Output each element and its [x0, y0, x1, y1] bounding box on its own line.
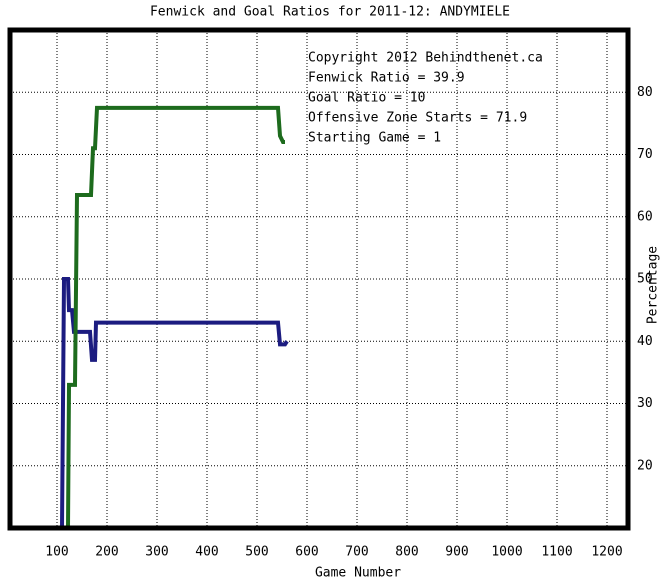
chart-title: Fenwick and Goal Ratios for 2011-12: AND… — [150, 5, 510, 20]
y-tick-label: 20 — [637, 458, 653, 473]
x-tick-label: 1000 — [491, 545, 522, 560]
x-tick-label: 1200 — [591, 545, 622, 560]
x-tick-label: 200 — [95, 545, 118, 560]
y-tick-label: 40 — [637, 334, 653, 349]
y-tick-label: 70 — [637, 147, 653, 162]
y-tick-label: 50 — [637, 272, 653, 287]
y-tick-label: 80 — [637, 85, 653, 100]
y-axis-label: Percentage — [646, 246, 661, 324]
x-tick-label: 100 — [45, 545, 68, 560]
plot-border — [7, 27, 631, 531]
x-axis-label: Game Number — [315, 566, 401, 580]
x-tick-label: 700 — [345, 545, 368, 560]
x-tick-label: 1100 — [541, 545, 572, 560]
annotation: Fenwick Ratio = 39.9 — [308, 71, 465, 86]
annotation: Starting Game = 1 — [308, 131, 441, 146]
y-tick-label: 60 — [637, 209, 653, 224]
x-tick-label: 400 — [195, 545, 218, 560]
x-tick-label: 500 — [245, 545, 268, 560]
annotation: Copyright 2012 Behindthenet.ca — [308, 51, 543, 66]
x-tick-label: 600 — [295, 545, 318, 560]
x-tick-label: 300 — [145, 545, 168, 560]
x-tick-label: 800 — [395, 545, 418, 560]
series-line — [66, 105, 285, 529]
annotation: Goal Ratio = 10 — [308, 91, 425, 106]
series-line — [60, 277, 289, 529]
x-tick-label: 900 — [445, 545, 468, 560]
y-tick-label: 30 — [637, 396, 653, 411]
annotation: Offensive Zone Starts = 71.9 — [308, 111, 527, 126]
